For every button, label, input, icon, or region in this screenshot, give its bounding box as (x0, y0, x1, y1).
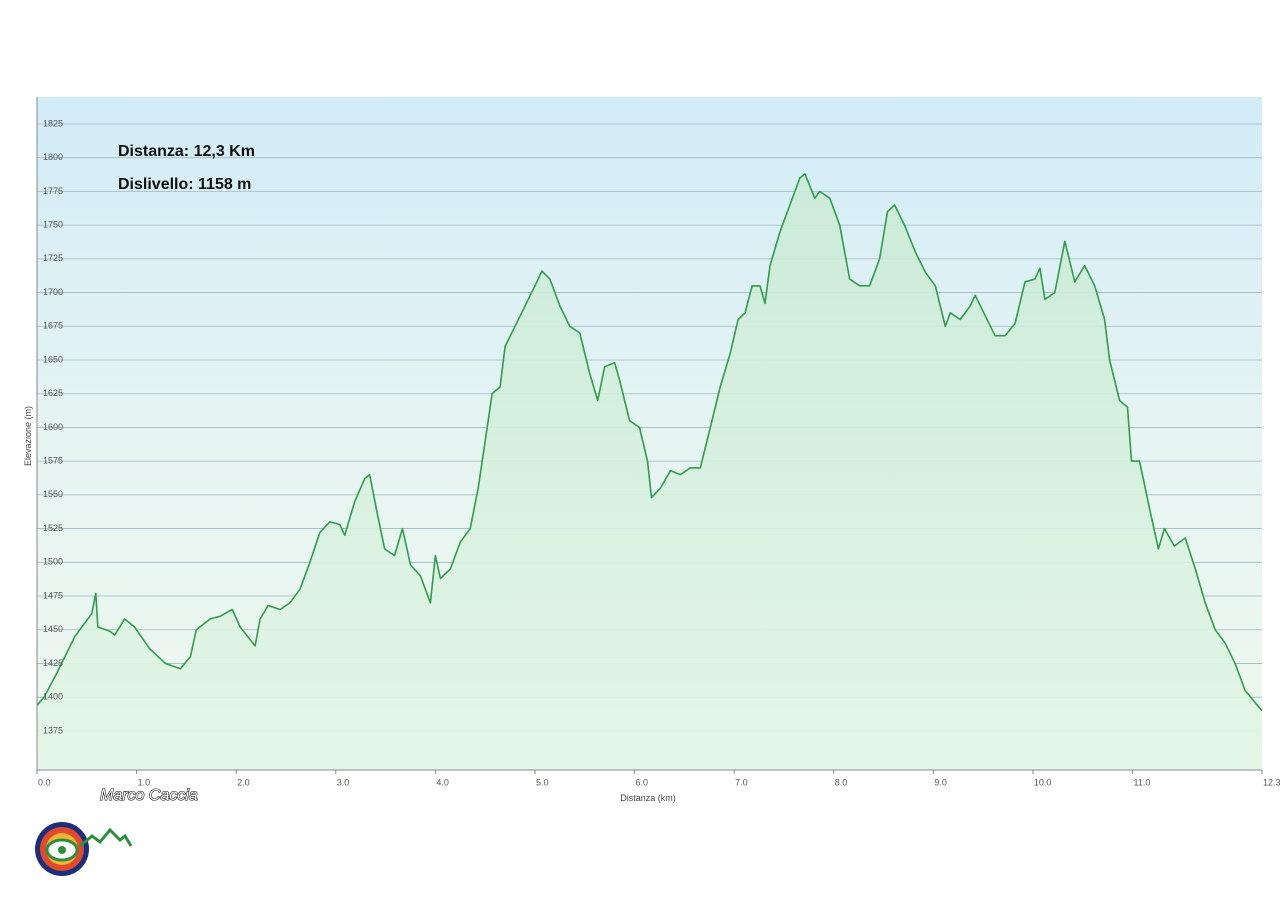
marks (36, 173, 1263, 770)
x-tick-label: 6.0 (636, 777, 649, 787)
y-tick-label: 1550 (43, 489, 63, 499)
y-tick-label: 1650 (43, 354, 63, 364)
annotation: Dislivello: 1158 m (118, 176, 251, 193)
y-tick-label: 1500 (43, 557, 63, 567)
x-tick-label: 3.0 (337, 777, 350, 787)
credit: Marco Caccia (100, 787, 198, 804)
y-tick-label: 1775 (43, 186, 63, 196)
y-tick-label: 1800 (43, 152, 63, 162)
labels: 1375 1400 1425 1450 1475 1500 1525 1550 1575 1600… (38, 118, 1280, 787)
logo (35, 822, 133, 876)
y-tick-label: 1475 (43, 590, 63, 600)
y-tick-label: 1625 (43, 388, 63, 398)
area-fill (37, 173, 1262, 770)
y-tick-label: 1425 (43, 658, 63, 668)
y-tick-label: 1450 (43, 624, 63, 634)
x-tick-label: 10.0 (1034, 777, 1052, 787)
y-tick-label: 1825 (43, 118, 63, 128)
y-tick-label: 1525 (43, 523, 63, 533)
x-axis-label: Distanza (km) (620, 793, 676, 803)
x-tick-label: 12.3 (1263, 777, 1280, 787)
y-tick-label: 1375 (43, 725, 63, 735)
x-tick-label: 1.0 (138, 777, 151, 787)
x-tick-label: 5.0 (536, 777, 549, 787)
y-tick-label: 1750 (43, 220, 63, 230)
y-tick-label: 1700 (43, 287, 63, 297)
x-tick-label: 0.0 (38, 777, 51, 787)
x-tick-label: 7.0 (735, 777, 748, 787)
x-tick-label: 4.0 (436, 777, 449, 787)
y-tick-label: 1675 (43, 321, 63, 331)
y-axis-label: Elevazione (m) (23, 406, 33, 466)
y-tick-label: 1575 (43, 456, 63, 466)
y-tick-label: 1725 (43, 253, 63, 263)
annotation: Distanza: 12,3 Km (118, 143, 255, 160)
y-tick-label: 1400 (43, 692, 63, 702)
x-tick-label: 2.0 (237, 777, 250, 787)
y-tick-label: 1600 (43, 422, 63, 432)
elevation-line (36, 173, 1263, 712)
x-tick-label: 9.0 (934, 777, 947, 787)
x-tick-label: 8.0 (835, 777, 848, 787)
x-tick-label: 11.0 (1134, 777, 1151, 787)
